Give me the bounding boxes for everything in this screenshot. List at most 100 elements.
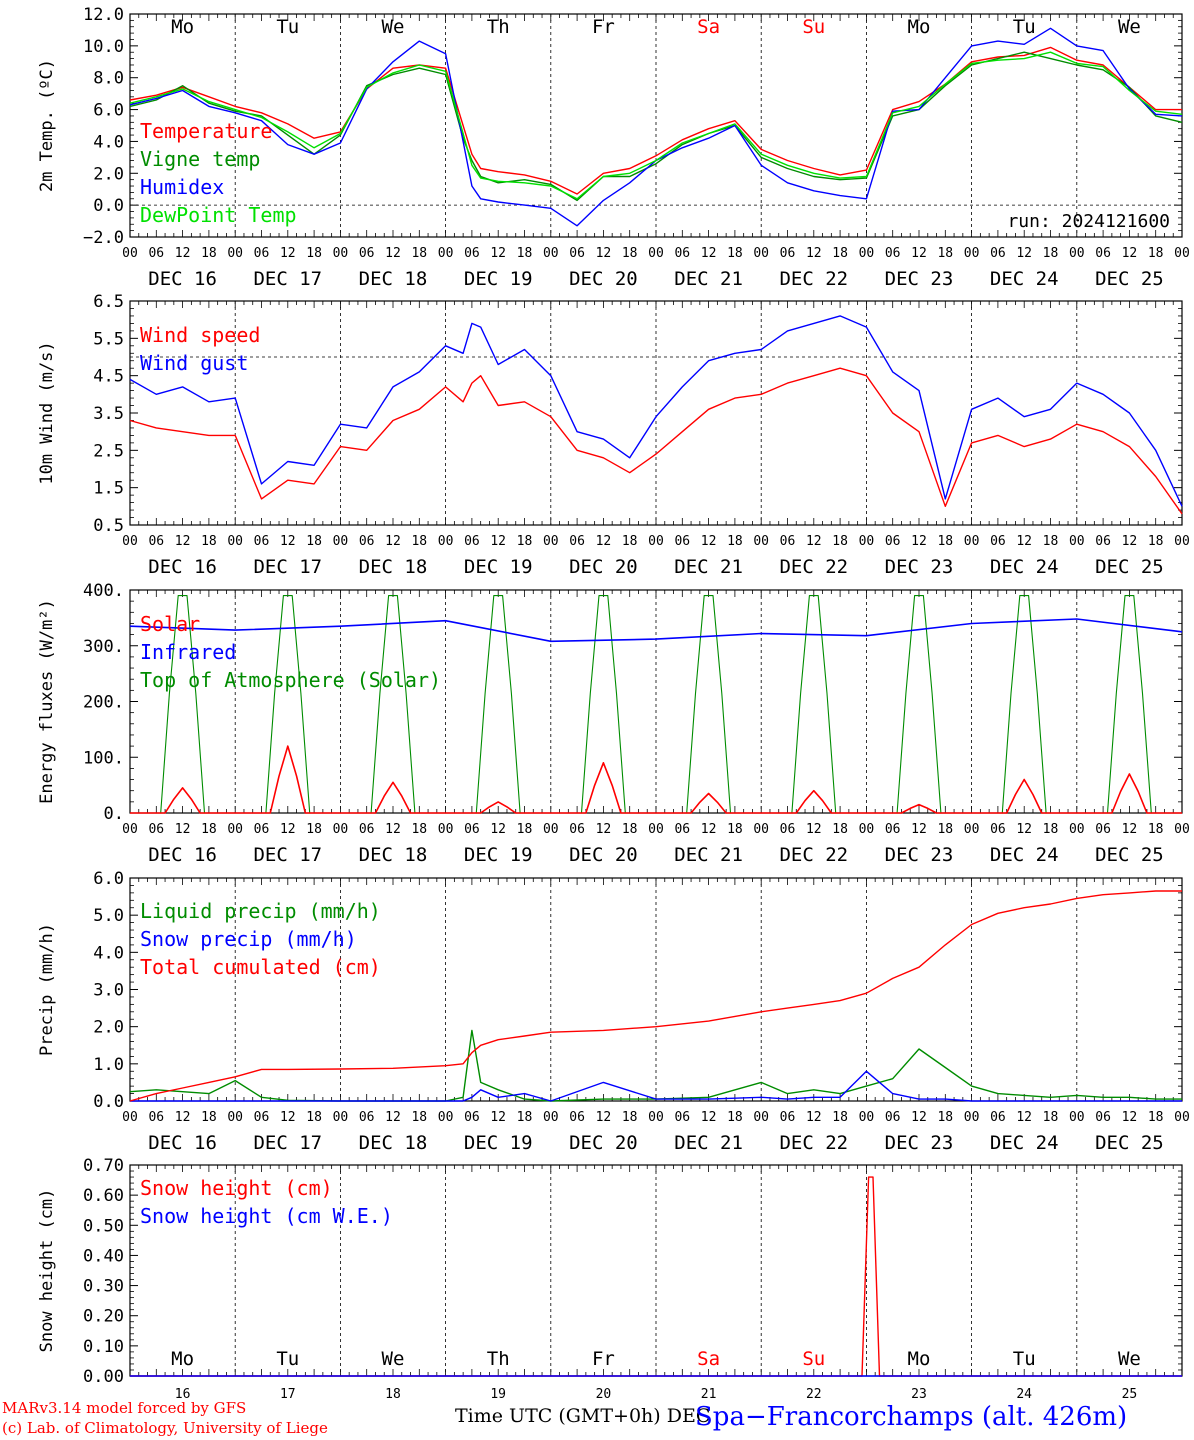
date-label: DEC 25: [1095, 844, 1164, 866]
y-tick-label: 0.60: [83, 1186, 124, 1206]
legend-entry: Top of Atmosphere (Solar): [140, 668, 441, 692]
hour-label: 12: [280, 1110, 296, 1125]
hour-label: 12: [175, 822, 191, 837]
hour-label: 12: [701, 822, 717, 837]
hour-label: 00: [648, 534, 664, 549]
hour-label: 06: [359, 534, 375, 549]
y-tick-label: 2.0: [93, 1018, 124, 1038]
hour-label: 00: [1069, 822, 1085, 837]
date-label: DEC 22: [779, 268, 848, 290]
hour-label: 18: [306, 822, 322, 837]
hour-label: 00: [859, 822, 875, 837]
hour-label: 00: [333, 1110, 349, 1125]
hour-label: 18: [411, 1110, 427, 1125]
legend-entry: Vigne temp: [140, 147, 260, 171]
hour-label: 00: [543, 534, 559, 549]
hour-label: 00: [1174, 1110, 1190, 1125]
hour-label: 18: [727, 822, 743, 837]
y-tick-label: 8.0: [93, 69, 124, 89]
date-label: DEC 18: [359, 844, 428, 866]
hour-label: 00: [333, 246, 349, 261]
hour-label: 00: [122, 534, 138, 549]
hour-label: 12: [1122, 246, 1138, 261]
y-tick-label: 0.30: [83, 1277, 124, 1297]
hour-label: 06: [359, 1110, 375, 1125]
hour-label: 12: [701, 246, 717, 261]
hour-label: 18: [937, 534, 953, 549]
hour-label: 00: [1174, 246, 1190, 261]
date-label: DEC 21: [674, 1132, 743, 1154]
hour-label: 18: [622, 1110, 638, 1125]
y-tick-label: 0.40: [83, 1246, 124, 1266]
y-tick-label: 5.0: [93, 906, 124, 926]
y-tick-label: 0.: [104, 804, 124, 824]
hour-label: 00: [753, 534, 769, 549]
date-label: DEC 24: [990, 844, 1059, 866]
hour-label: 12: [175, 534, 191, 549]
date-label: DEC 16: [148, 1132, 217, 1154]
hour-label: 18: [937, 246, 953, 261]
date-label: DEC 17: [253, 1132, 322, 1154]
hour-label: 00: [753, 822, 769, 837]
hour-label: 18: [306, 246, 322, 261]
date-label: DEC 23: [885, 268, 954, 290]
legend-entry: Temperature: [140, 119, 272, 143]
y-tick-label: 0.70: [83, 1156, 124, 1176]
hour-label: 12: [385, 246, 401, 261]
y-tick-label: 5.5: [93, 329, 124, 349]
day-name: We: [382, 16, 405, 38]
hour-label: 06: [254, 246, 270, 261]
y-tick-label: 300.: [83, 637, 124, 657]
hour-label: 00: [964, 1110, 980, 1125]
y-tick-label: 3.0: [93, 981, 124, 1001]
hour-label: 06: [780, 246, 796, 261]
day-name: Fr: [592, 16, 615, 38]
y-tick-label: 2.5: [93, 441, 124, 461]
day-name: Mo: [908, 1348, 931, 1370]
day-name: Sa: [697, 1348, 720, 1370]
hour-label: 18: [201, 1110, 217, 1125]
date-label: DEC 18: [359, 556, 428, 578]
y-tick-label: 0.00: [83, 1367, 124, 1387]
hour-label: 00: [227, 822, 243, 837]
hour-label: 00: [438, 1110, 454, 1125]
model-credit: MARv3.14 model forced by GFS: [2, 1399, 247, 1417]
hour-label: 06: [1095, 1110, 1111, 1125]
date-label: DEC 18: [359, 1132, 428, 1154]
hour-label: 18: [201, 246, 217, 261]
hour-label: 00: [1069, 246, 1085, 261]
hour-label: 00: [753, 246, 769, 261]
hour-label: 00: [1174, 534, 1190, 549]
hour-label: 12: [1016, 1110, 1032, 1125]
hour-label: 12: [806, 1110, 822, 1125]
y-tick-label: 0.50: [83, 1216, 124, 1236]
hour-label: 06: [674, 822, 690, 837]
hour-label: 12: [385, 534, 401, 549]
y-tick-label: 3.5: [93, 404, 124, 424]
run-label: run: 2024121600: [1007, 211, 1170, 232]
x-axis-label: Time UTC (GMT+0h) DEC: [455, 1405, 711, 1427]
hour-label: 12: [385, 822, 401, 837]
legend-entry: Total cumulated (cm): [140, 955, 381, 979]
date-label: DEC 24: [990, 268, 1059, 290]
hour-label: 18: [517, 246, 533, 261]
day-number: 23: [911, 1387, 927, 1402]
hour-label: 18: [411, 246, 427, 261]
hour-label: 12: [1016, 534, 1032, 549]
hour-label: 00: [438, 534, 454, 549]
day-number: 16: [175, 1387, 191, 1402]
hour-label: 12: [280, 534, 296, 549]
hour-label: 00: [1174, 822, 1190, 837]
hour-label: 12: [596, 246, 612, 261]
hour-label: 06: [148, 822, 164, 837]
hour-label: 00: [543, 822, 559, 837]
hour-label: 06: [254, 1110, 270, 1125]
date-label: DEC 21: [674, 268, 743, 290]
series-line-solar: [130, 745, 1182, 814]
hour-label: 12: [280, 822, 296, 837]
y-tick-label: 6.5: [93, 292, 124, 312]
day-name: Tu: [1013, 1348, 1036, 1370]
legend-entry: Solar: [140, 612, 200, 636]
hour-label: 18: [1043, 822, 1059, 837]
hour-label: 18: [411, 534, 427, 549]
